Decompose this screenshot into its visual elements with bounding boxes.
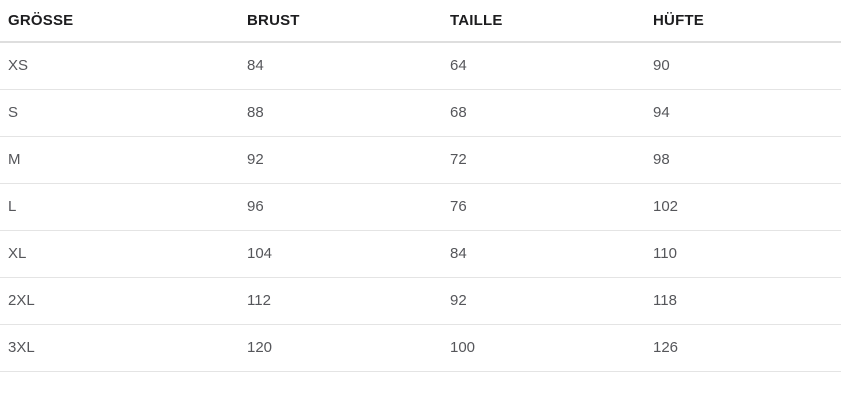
taille-value: 92 [450, 277, 653, 325]
size-label: XL [0, 230, 247, 278]
table-header-row: GRÖSSE BRUST TAILLE HÜFTE [0, 0, 841, 43]
table-row-s: S 88 68 94 [0, 89, 841, 137]
taille-value: 84 [450, 230, 653, 278]
brust-value: 120 [247, 324, 450, 372]
column-header-taille: TAILLE [450, 0, 653, 43]
taille-value: 100 [450, 324, 653, 372]
brust-value: 92 [247, 136, 450, 184]
taille-value: 76 [450, 183, 653, 231]
size-label: XS [0, 42, 247, 90]
huefte-value: 126 [653, 324, 841, 372]
taille-value: 72 [450, 136, 653, 184]
brust-value: 88 [247, 89, 450, 137]
brust-value: 112 [247, 277, 450, 325]
huefte-value: 90 [653, 42, 841, 90]
huefte-value: 118 [653, 277, 841, 325]
brust-value: 96 [247, 183, 450, 231]
column-header-brust: BRUST [247, 0, 450, 43]
brust-value: 84 [247, 42, 450, 90]
size-label: L [0, 183, 247, 231]
table-row-xs: XS 84 64 90 [0, 42, 841, 90]
table-row-2xl: 2XL 112 92 118 [0, 277, 841, 325]
table-row-m: M 92 72 98 [0, 136, 841, 184]
huefte-value: 110 [653, 230, 841, 278]
table-row-l: L 96 76 102 [0, 183, 841, 231]
taille-value: 64 [450, 42, 653, 90]
taille-value: 68 [450, 89, 653, 137]
table-row-xl: XL 104 84 110 [0, 230, 841, 278]
size-label: S [0, 89, 247, 137]
size-label: 2XL [0, 277, 247, 325]
size-chart-table: GRÖSSE BRUST TAILLE HÜFTE XS 84 64 90 S … [0, 0, 841, 372]
column-header-groesse: GRÖSSE [0, 0, 247, 43]
huefte-value: 94 [653, 89, 841, 137]
huefte-value: 102 [653, 183, 841, 231]
size-label: 3XL [0, 324, 247, 372]
column-header-huefte: HÜFTE [653, 0, 841, 43]
brust-value: 104 [247, 230, 450, 278]
size-label: M [0, 136, 247, 184]
table-row-3xl: 3XL 120 100 126 [0, 324, 841, 372]
huefte-value: 98 [653, 136, 841, 184]
